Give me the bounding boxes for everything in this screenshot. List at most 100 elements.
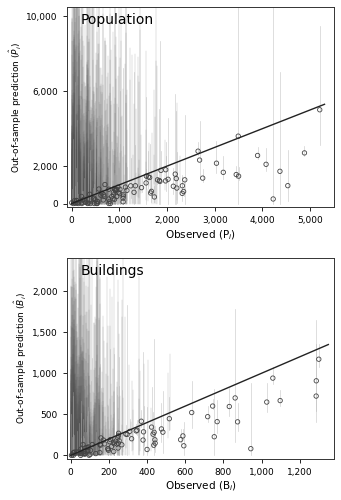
Point xyxy=(107,200,113,207)
Point xyxy=(92,196,98,204)
Point xyxy=(150,430,156,438)
Point xyxy=(248,444,254,452)
X-axis label: Observed (B$_i$): Observed (B$_i$) xyxy=(164,480,236,493)
Point xyxy=(174,184,179,192)
Point xyxy=(98,191,104,199)
Point xyxy=(94,200,99,207)
Point xyxy=(76,200,81,207)
Point xyxy=(205,412,210,420)
Point xyxy=(117,190,122,198)
Point xyxy=(106,200,112,207)
Point xyxy=(181,188,186,196)
Point xyxy=(313,377,319,385)
Point xyxy=(98,441,103,449)
Point xyxy=(133,182,138,190)
Point xyxy=(278,396,283,404)
Point xyxy=(143,179,149,187)
Point xyxy=(234,170,239,178)
Point xyxy=(96,185,102,193)
Point xyxy=(214,418,220,426)
Point xyxy=(81,447,86,455)
Point xyxy=(116,188,121,196)
Point xyxy=(152,439,158,447)
Point xyxy=(119,440,124,448)
Point xyxy=(81,196,87,203)
Point xyxy=(131,188,137,196)
Point xyxy=(90,440,95,448)
Point xyxy=(71,449,76,457)
Point xyxy=(316,355,322,363)
Point xyxy=(178,436,183,444)
Point xyxy=(79,192,84,200)
Point xyxy=(107,438,113,446)
Point xyxy=(236,132,241,140)
Point xyxy=(140,436,146,444)
Point xyxy=(91,194,97,202)
X-axis label: Observed (P$_i$): Observed (P$_i$) xyxy=(165,228,236,241)
Point xyxy=(71,200,76,207)
Point xyxy=(115,183,121,191)
Point xyxy=(101,436,106,444)
Point xyxy=(91,195,96,203)
Point xyxy=(138,417,144,425)
Point xyxy=(78,452,84,460)
Point xyxy=(85,444,90,452)
Point xyxy=(277,168,283,175)
Point xyxy=(134,426,140,434)
Point xyxy=(78,445,84,453)
Point xyxy=(117,186,123,194)
Point xyxy=(71,448,76,456)
Point xyxy=(167,414,172,422)
Point xyxy=(97,448,103,456)
Point xyxy=(74,448,79,456)
Point xyxy=(106,195,112,203)
Point xyxy=(116,436,122,444)
Point xyxy=(102,180,108,188)
Point xyxy=(98,434,104,442)
Point xyxy=(255,152,260,160)
Y-axis label: Out-of-sample prediction ($\hat{B}_i$): Out-of-sample prediction ($\hat{B}_i$) xyxy=(13,292,29,424)
Point xyxy=(163,177,168,185)
Point xyxy=(120,190,126,198)
Point xyxy=(82,448,88,456)
Point xyxy=(70,451,75,459)
Point xyxy=(200,174,205,182)
Point xyxy=(101,196,106,204)
Point xyxy=(210,402,216,410)
Point xyxy=(111,191,116,199)
Point xyxy=(82,450,88,458)
Point xyxy=(270,374,276,382)
Point xyxy=(285,182,291,190)
Point xyxy=(110,195,116,203)
Point xyxy=(120,198,126,206)
Point xyxy=(263,160,269,168)
Point xyxy=(233,394,238,402)
Point xyxy=(74,196,79,204)
Point xyxy=(111,448,116,456)
Point xyxy=(264,398,269,406)
Point xyxy=(108,436,113,444)
Point xyxy=(173,170,178,178)
Point xyxy=(94,198,100,205)
Point xyxy=(111,188,116,196)
Point xyxy=(124,430,130,438)
Point xyxy=(174,174,179,182)
Point xyxy=(95,198,101,205)
Point xyxy=(112,184,117,192)
Point xyxy=(85,446,91,454)
Point xyxy=(128,182,133,190)
Point xyxy=(99,189,105,197)
Point xyxy=(101,192,107,200)
Point xyxy=(113,437,119,445)
Point xyxy=(114,440,119,448)
Point xyxy=(144,172,149,180)
Point xyxy=(160,428,166,436)
Point xyxy=(91,200,97,207)
Point xyxy=(181,442,187,450)
Point xyxy=(158,166,164,174)
Point xyxy=(151,428,157,436)
Point xyxy=(101,190,106,198)
Point xyxy=(170,182,176,190)
Point xyxy=(179,190,185,198)
Point xyxy=(155,176,160,184)
